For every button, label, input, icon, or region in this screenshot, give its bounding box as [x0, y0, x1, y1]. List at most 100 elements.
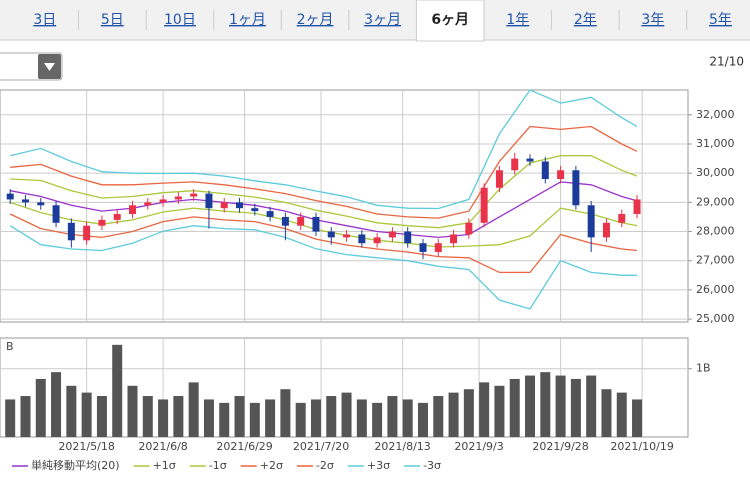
- candle-body: [67, 222, 75, 241]
- candle-body: [602, 222, 610, 238]
- candle-body: [205, 193, 213, 209]
- volume-bar: [494, 385, 505, 437]
- x-tick-label: 2021/7/20: [293, 440, 349, 453]
- volume-bar: [417, 402, 428, 437]
- volume-bar: [96, 396, 107, 437]
- volume-bar: [81, 392, 92, 437]
- candle-body: [83, 225, 91, 241]
- candle-body: [6, 193, 14, 200]
- tab-bar: [0, 0, 750, 40]
- candle-body: [511, 158, 519, 171]
- volume-bar: [127, 385, 138, 437]
- tab[interactable]: 10日: [164, 12, 196, 28]
- x-tick-label: 2021/6/29: [216, 440, 272, 453]
- candle-body: [480, 187, 488, 223]
- y-tick-label: 27,000: [696, 254, 735, 267]
- volume-bar: [448, 392, 459, 437]
- volume-bar: [265, 399, 276, 437]
- tab[interactable]: 6ヶ月: [431, 12, 469, 28]
- candle-body: [343, 234, 351, 238]
- tab[interactable]: 1年: [506, 12, 529, 28]
- volume-bar: [295, 402, 306, 437]
- volume-bar: [188, 382, 199, 437]
- candle-body: [557, 170, 565, 180]
- volume-bar: [586, 375, 597, 437]
- volume-bar: [219, 402, 230, 437]
- volume-bar: [540, 372, 551, 437]
- candle-body: [144, 202, 152, 206]
- y-tick-label: 31,000: [696, 137, 735, 150]
- x-tick-label: 2021/9/3: [454, 440, 503, 453]
- candle-body: [526, 158, 534, 162]
- volume-bar: [310, 399, 321, 437]
- volume-bar: [51, 372, 62, 437]
- volume-bar: [356, 399, 367, 437]
- legend-label: +3σ: [367, 459, 390, 472]
- volume-bar: [525, 375, 536, 437]
- volume-bar: [35, 378, 46, 437]
- tab[interactable]: 3日: [33, 12, 56, 28]
- candle-body: [281, 216, 289, 226]
- legend-label: -3σ: [423, 459, 441, 472]
- y-tick-label: 26,000: [696, 283, 735, 296]
- candle-body: [190, 193, 198, 197]
- panel-label: B: [6, 340, 14, 353]
- candle-body: [266, 211, 274, 217]
- x-tick-label: 2021/9/28: [532, 440, 588, 453]
- candle-body: [159, 199, 167, 203]
- candle-body: [174, 196, 182, 200]
- candle-body: [358, 234, 366, 244]
- volume-bar: [341, 392, 352, 437]
- tab[interactable]: 3年: [641, 12, 664, 28]
- candle-body: [236, 202, 244, 209]
- volume-bar: [570, 378, 581, 437]
- candle-body: [373, 237, 381, 244]
- candle-body: [37, 202, 45, 206]
- tab[interactable]: 5年: [709, 12, 732, 28]
- band-line: [9, 225, 637, 310]
- volume-bar: [616, 392, 627, 437]
- candle-body: [52, 205, 60, 223]
- legend-label: 単純移動平均(20): [31, 458, 120, 472]
- volume-bar: [203, 399, 214, 437]
- x-tick-label: 2021/6/8: [138, 440, 187, 453]
- candle-body: [327, 231, 335, 238]
- volume-bar: [479, 382, 490, 437]
- tabs: 3日 5日 10日 1ヶ月 2ヶ月 3ヶ月 6ヶ月 1年 2年 3年 5年: [33, 0, 732, 42]
- volume-bar: [601, 389, 612, 437]
- candle-body: [251, 208, 259, 212]
- tab[interactable]: 2年: [574, 12, 597, 28]
- candle-body: [587, 205, 595, 238]
- volume-bar: [326, 396, 337, 437]
- tab[interactable]: 3ヶ月: [364, 12, 401, 28]
- candle-body: [419, 243, 427, 252]
- tab[interactable]: 1ヶ月: [229, 12, 266, 28]
- volume-bar: [249, 402, 260, 437]
- volume-bar: [402, 399, 413, 437]
- candle-body: [541, 161, 549, 180]
- candle-body: [312, 216, 320, 232]
- candle-body: [129, 205, 137, 215]
- volume-bar: [142, 396, 153, 437]
- candle-body: [633, 199, 641, 215]
- volume-bar: [372, 402, 383, 437]
- candle-body: [404, 231, 412, 244]
- date-label: 21/10: [709, 55, 744, 69]
- legend-label: +2σ: [260, 459, 283, 472]
- volume-bar: [5, 399, 16, 437]
- x-tick-label: 2021/5/18: [58, 440, 114, 453]
- y-tick-label: 1B: [696, 362, 711, 375]
- candle-body: [450, 234, 458, 244]
- tab[interactable]: 2ヶ月: [297, 12, 334, 28]
- candle-body: [113, 214, 121, 220]
- tab[interactable]: 5日: [101, 12, 124, 28]
- volume-bar: [632, 399, 643, 437]
- candle-body: [572, 170, 580, 206]
- candle-body: [465, 222, 473, 235]
- legend-label: -1σ: [209, 459, 227, 472]
- dropdown-arrow: [44, 63, 55, 71]
- candle-body: [21, 199, 29, 203]
- y-tick-label: 28,000: [696, 225, 735, 238]
- legend-label: -2σ: [316, 459, 334, 472]
